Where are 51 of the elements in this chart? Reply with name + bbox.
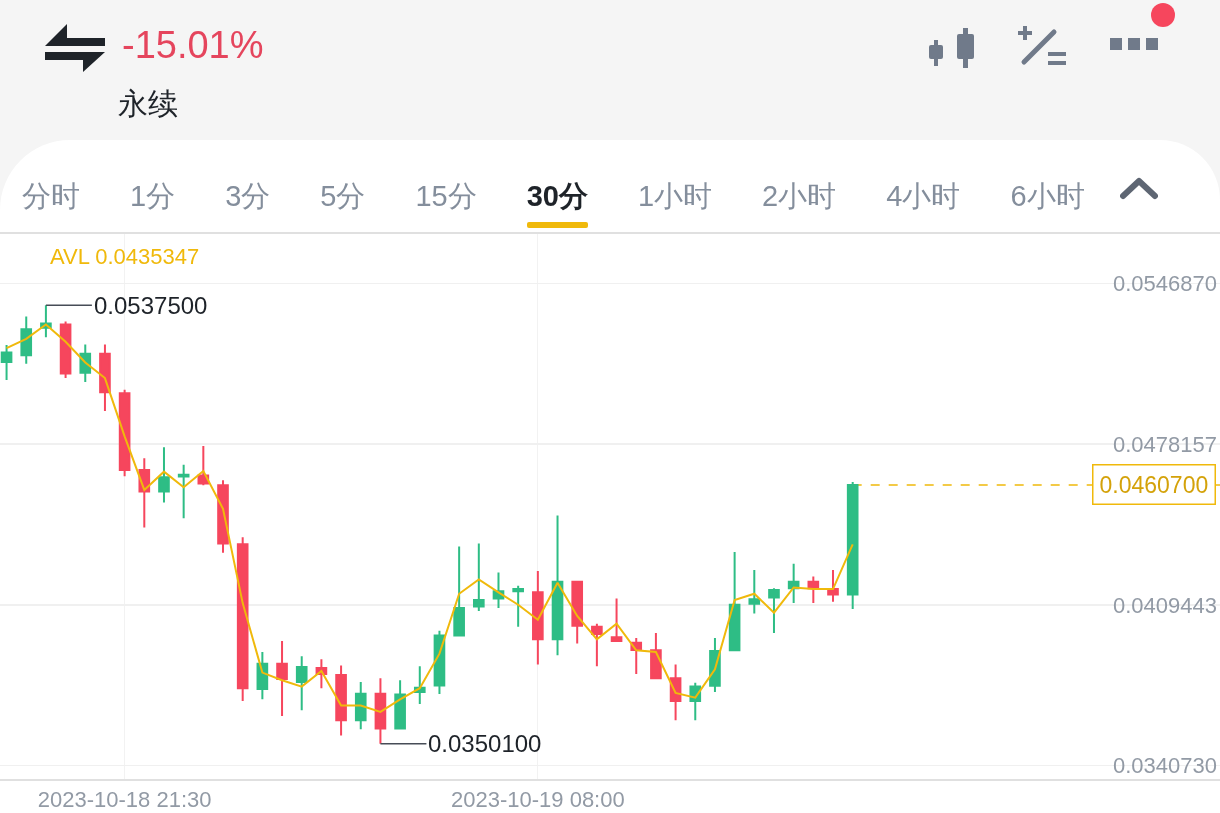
candlestick — [532, 570, 544, 666]
candlestick — [591, 622, 603, 668]
annotation: 0.0350100 — [428, 730, 542, 757]
text: 5分 — [320, 179, 366, 214]
text: 分时 — [22, 179, 80, 214]
text: 1分 — [130, 179, 176, 214]
x-tick-label: 2023-10-18 21:30 — [37, 787, 212, 813]
candlestick — [99, 343, 111, 413]
candlestick — [807, 575, 820, 605]
candlestick — [473, 542, 485, 613]
line-series — [5, 323, 854, 713]
x-tick-label: 2023-10-19 08:00 — [451, 787, 625, 813]
candlestick — [571, 580, 584, 645]
text: 4小时 — [886, 179, 961, 214]
candlestick — [768, 587, 780, 635]
text: 2小时 — [762, 179, 837, 214]
y-tick-label: 0.0340730 — [1113, 753, 1217, 779]
text: AVL 0.0435347 — [50, 244, 200, 269]
candlestick — [0, 344, 13, 381]
candlestick — [787, 562, 800, 605]
annotation: 0.0537500 — [94, 292, 208, 319]
candlestick — [158, 446, 170, 504]
candlestick — [335, 664, 347, 737]
candlestick — [827, 569, 839, 603]
candlestick — [551, 514, 564, 657]
candlestick — [728, 551, 741, 652]
candlestick — [236, 536, 249, 702]
candlestick — [354, 680, 367, 731]
text: 30分 — [526, 179, 588, 214]
candlestick — [295, 655, 308, 712]
text: 1小时 — [637, 179, 713, 214]
candlestick — [453, 545, 465, 637]
candlestick — [512, 584, 524, 628]
candlestick — [610, 597, 623, 643]
candlestick — [846, 480, 859, 610]
candlestick — [374, 677, 387, 745]
candlestick — [20, 315, 33, 365]
candlestick — [197, 444, 210, 487]
text: 6小时 — [1010, 179, 1085, 214]
y-tick-label: 0.0409443 — [1113, 592, 1217, 618]
chart-subtitle: 永续 — [118, 86, 178, 122]
y-tick-label: 0.0546870 — [1113, 271, 1217, 297]
ref-line-label: 0.0460700 — [1099, 471, 1209, 498]
text: 3分 — [225, 179, 271, 214]
candlestick — [394, 679, 406, 730]
candlestick — [177, 463, 190, 520]
text: 15分 — [415, 179, 477, 214]
candlestick — [748, 569, 761, 615]
y-tick-label: 0.0478157 — [1113, 431, 1217, 457]
chart-title: -15.01% — [122, 24, 264, 67]
candlestick — [276, 640, 288, 718]
